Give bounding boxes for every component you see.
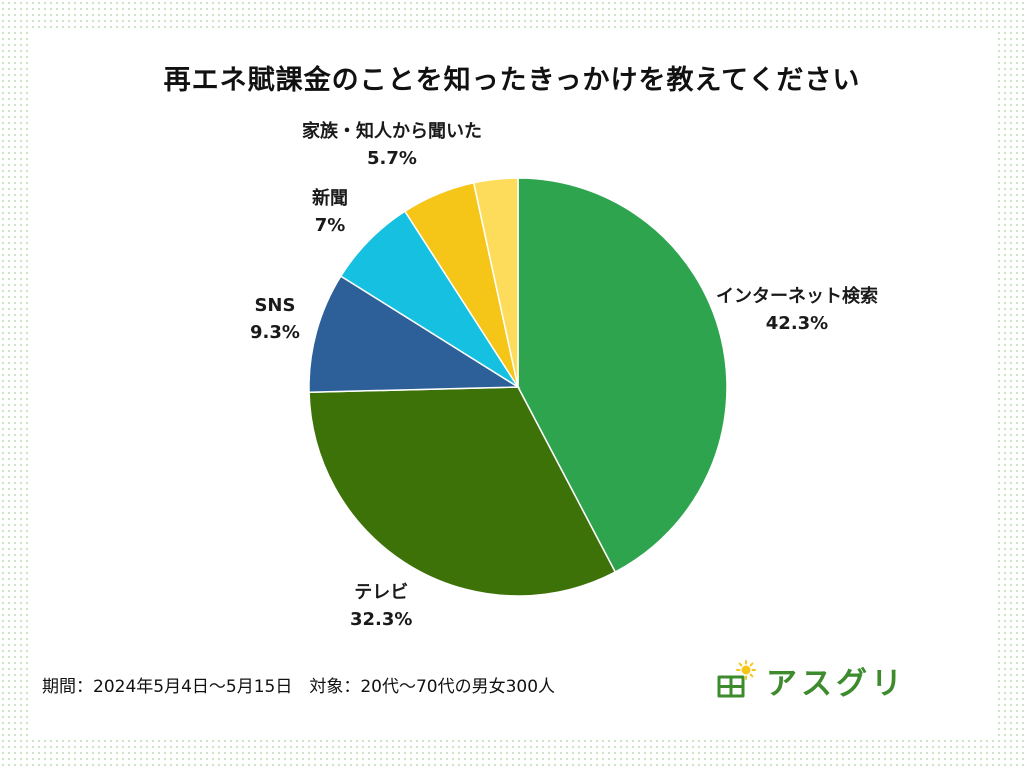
slice-label-tv: テレビ 32.3% [350,579,412,633]
survey-note: 期間：2024年5月4日～5月15日 対象：20代～70代の男女300人 [42,677,556,697]
pie-chart [308,177,728,597]
brand-name: アスグリ [766,666,906,702]
pie-slice-0 [517,177,728,574]
slice-category: テレビ [354,582,409,603]
slice-label-sns: SNS 9.3% [250,292,300,346]
slice-value: 42.3% [765,313,829,334]
pie-slice-2 [308,275,521,394]
slice-label-family: 家族・知人から聞いた 5.7% [302,118,482,172]
chart-card: 再エネ賦課金のことを知ったきっかけを教えてください インターネット検索 42.3… [30,30,994,738]
pie-slice-1 [308,386,617,597]
pie-slice-5 [472,177,519,388]
chart-title: 再エネ賦課金のことを知ったきっかけを教えてください [163,65,861,96]
slice-label-newspaper: 新聞 7% [312,185,348,239]
slice-value: 7% [314,215,346,236]
slice-value: 32.3% [350,609,413,630]
slice-value: 9.3% [250,322,300,343]
slice-category: SNS [254,295,296,316]
slice-value: 5.7% [367,148,417,169]
slice-category: インターネット検索 [716,286,878,307]
solar-panel-sun-icon [717,660,756,698]
slice-category: 新聞 [312,188,348,209]
slice-category: 家族・知人から聞いた [302,121,482,142]
slice-label-internet: インターネット検索 42.3% [716,283,878,337]
